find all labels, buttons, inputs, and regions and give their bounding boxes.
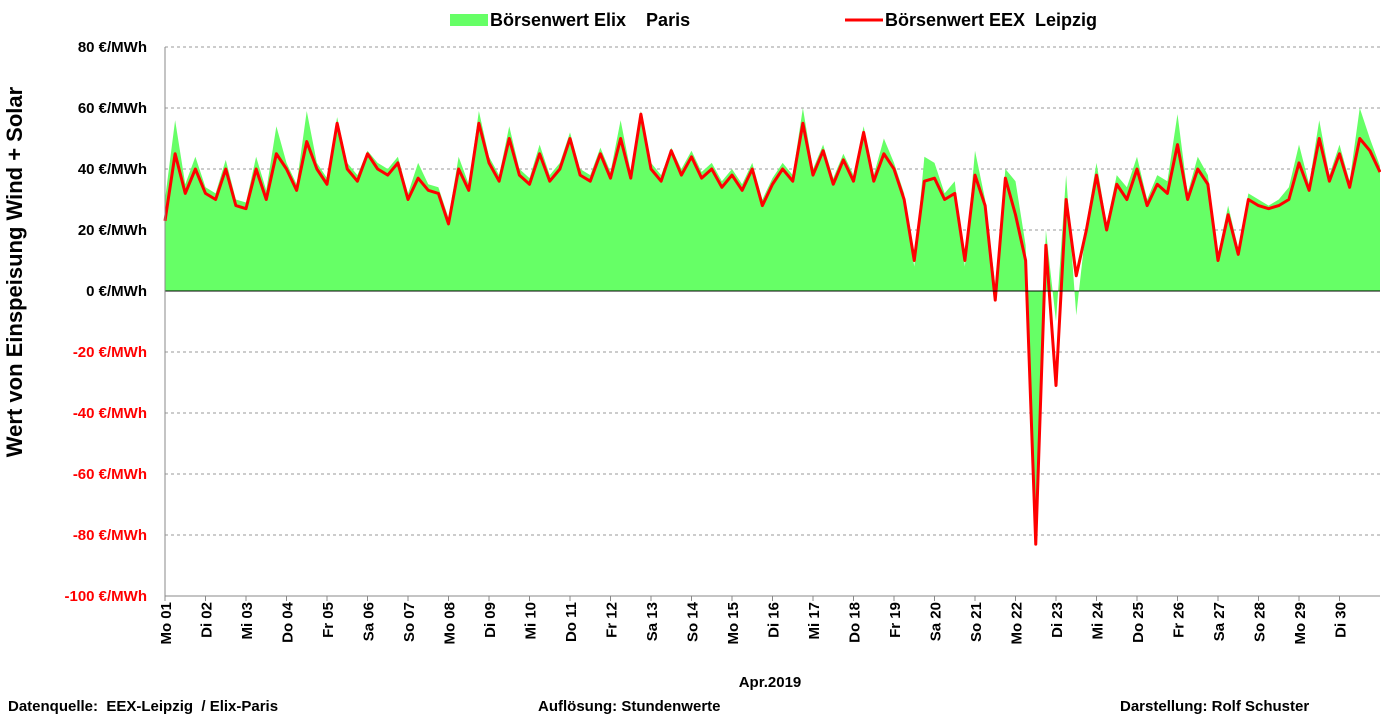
x-tick-label: Di 30	[1333, 602, 1350, 638]
area	[165, 108, 1380, 535]
x-tick-label: Mi 03	[239, 602, 256, 640]
y-tick-label: 20 €/MWh	[78, 222, 147, 239]
x-tick-label: Do 04	[280, 601, 297, 643]
y-tick-label: -100 €/MWh	[64, 588, 147, 605]
legend-label: Börsenwert EEX Leipzig	[885, 10, 1097, 30]
x-tick-label: Do 11	[563, 602, 580, 642]
y-tick-label: -20 €/MWh	[73, 344, 147, 361]
x-tick-label: So 14	[685, 601, 702, 642]
x-tick-label: So 07	[401, 602, 418, 642]
x-tick-label: Sa 06	[361, 602, 378, 641]
x-tick-label: Mo 08	[442, 602, 459, 645]
x-tick-label: Di 09	[482, 602, 499, 638]
x-tick-label: Mi 10	[523, 602, 540, 640]
x-tick-label: Mi 17	[806, 602, 823, 640]
x-tick-label: Fr 19	[887, 602, 904, 638]
line	[163, 112, 1381, 546]
x-tick-label: Fr 26	[1171, 602, 1188, 638]
x-tick-label: Di 16	[766, 602, 783, 638]
x-axis-title: Apr.2019	[739, 674, 802, 691]
x-tick-label: Sa 27	[1211, 602, 1228, 641]
x-tick-label: Di 02	[199, 602, 216, 638]
x-tick-label: Mi 24	[1090, 601, 1107, 639]
y-tick-label: -60 €/MWh	[73, 466, 147, 483]
y-axis-title: Wert von Einspeisung Wind + Solar	[2, 86, 27, 457]
x-tick-label: Sa 13	[644, 602, 661, 641]
x-tick-label: Mo 22	[1009, 602, 1026, 645]
x-tick-label: Mo 15	[725, 602, 742, 645]
y-tick-label: 60 €/MWh	[78, 100, 147, 117]
source-note: Datenquelle: EEX-Leipzig / Elix-Paris	[8, 698, 278, 715]
x-tick-label: Fr 05	[320, 602, 337, 638]
legend-swatch	[450, 14, 488, 26]
x-tick-label: Do 18	[847, 602, 864, 643]
x-tick-label: Mo 01	[158, 602, 175, 645]
legend-label: Börsenwert Elix Paris	[490, 10, 690, 30]
x-tick-label: Do 25	[1130, 602, 1147, 643]
y-tick-label: 80 €/MWh	[78, 39, 147, 56]
x-tick-label: Mo 29	[1292, 602, 1309, 645]
author-note: Darstellung: Rolf Schuster	[1120, 698, 1309, 715]
x-tick-label: So 28	[1252, 602, 1269, 642]
y-tick-label: -40 €/MWh	[73, 405, 147, 422]
y-tick-label: 0 €/MWh	[86, 283, 147, 300]
x-tick-label: Fr 12	[604, 602, 621, 638]
x-tick-label: Sa 20	[928, 602, 945, 641]
y-tick-label: -80 €/MWh	[73, 527, 147, 544]
resolution-note: Auflösung: Stundenwerte	[538, 698, 721, 715]
y-tick-label: 40 €/MWh	[78, 161, 147, 178]
x-tick-label: Di 23	[1049, 602, 1066, 638]
x-tick-label: So 21	[968, 602, 985, 642]
